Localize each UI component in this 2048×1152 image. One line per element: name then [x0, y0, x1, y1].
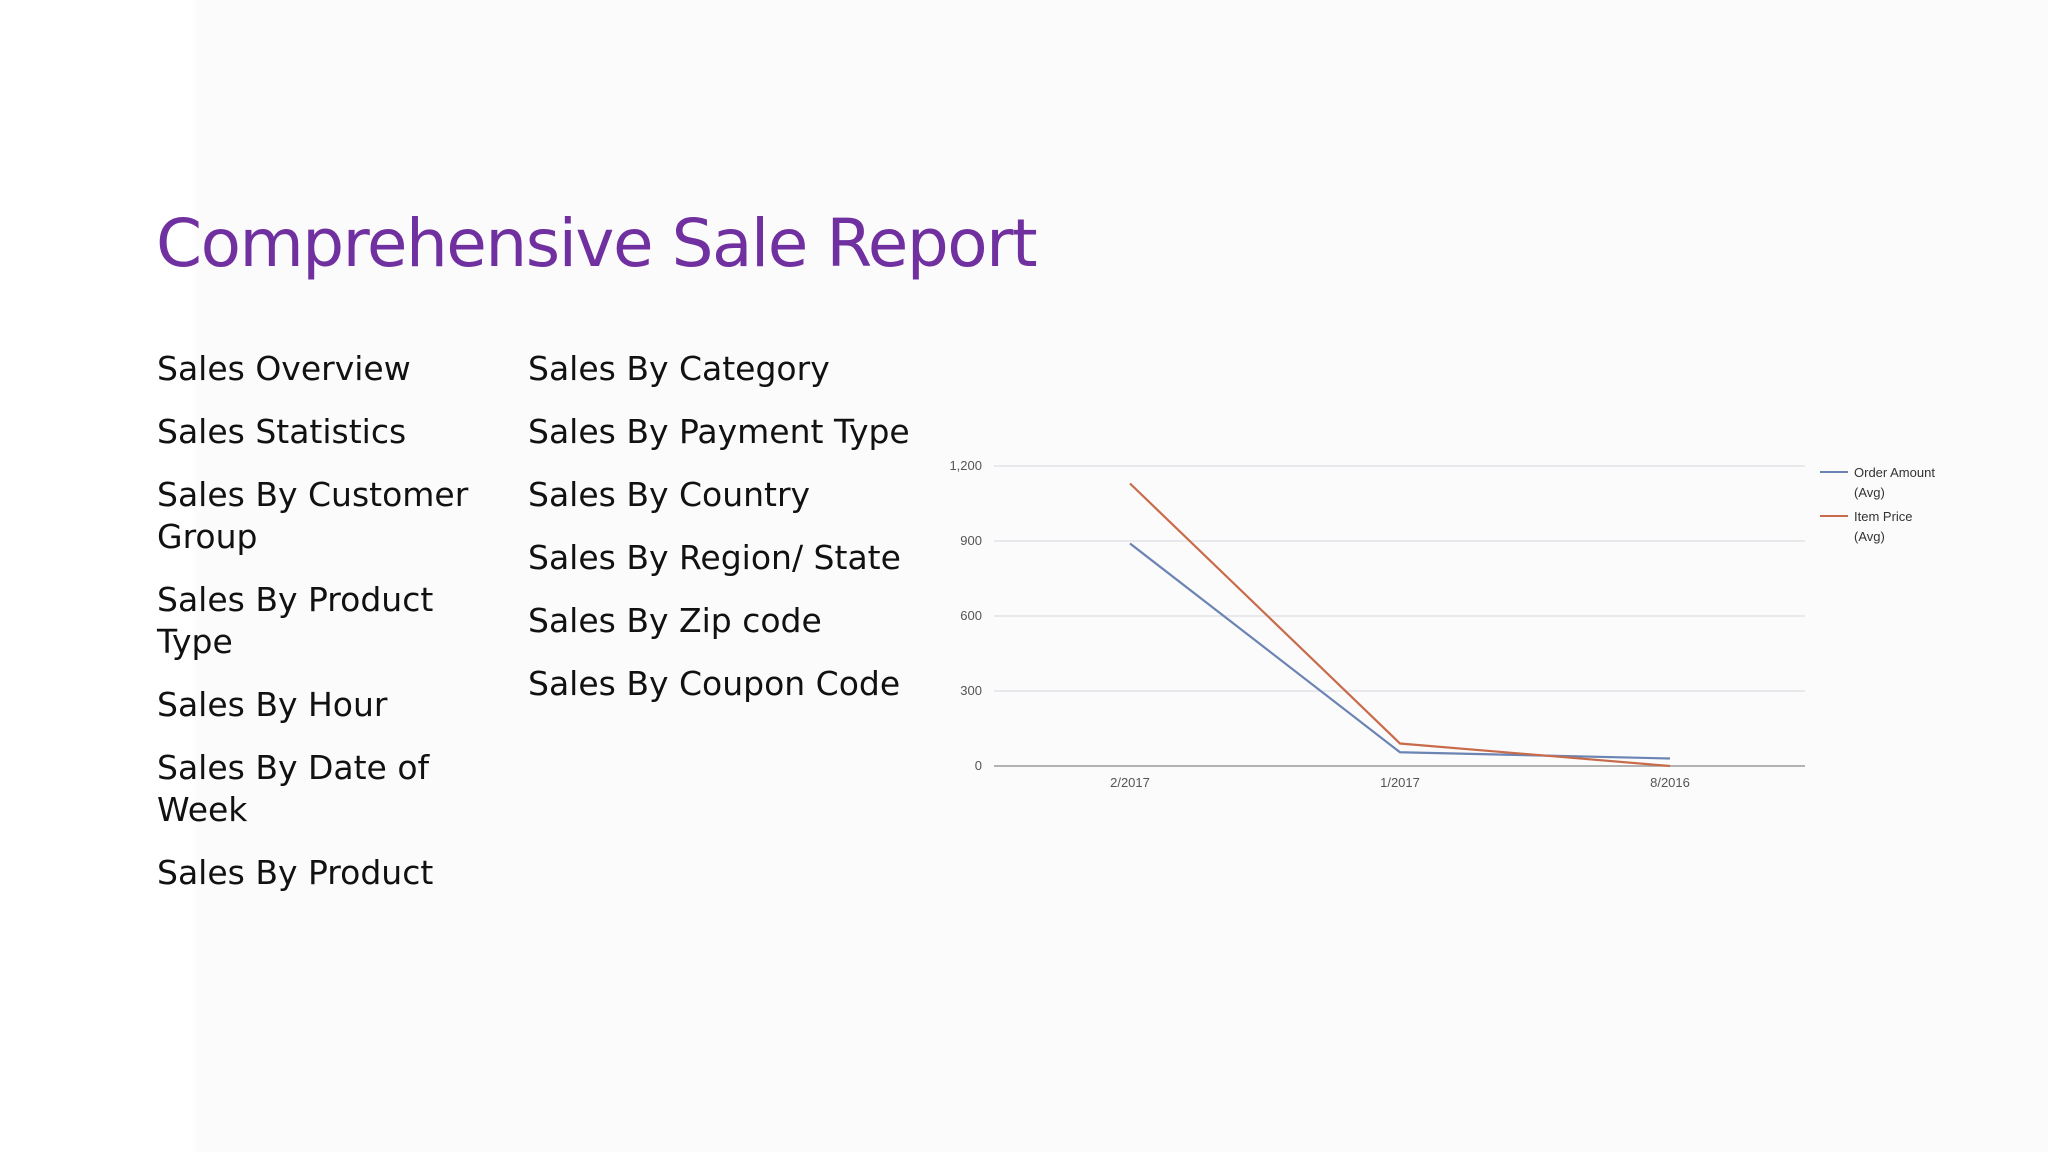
- report-item: Sales By Payment Type: [528, 412, 910, 451]
- report-item: Sales By Date of Week: [157, 748, 430, 829]
- legend-label: (Avg): [1854, 529, 1885, 544]
- report-item: Sales By Hour: [157, 685, 388, 724]
- legend-label: Order Amount: [1854, 465, 1935, 480]
- report-item: Sales By Customer Group: [157, 475, 469, 556]
- report-item: Sales By Product Type: [157, 580, 434, 661]
- report-item: Sales By Category: [528, 349, 830, 388]
- y-tick-label: 900: [960, 533, 982, 548]
- series-line-0: [1129, 542, 1671, 760]
- y-tick-label: 1,200: [949, 458, 982, 473]
- y-tick-label: 0: [975, 758, 982, 773]
- legend-label: (Avg): [1854, 485, 1885, 500]
- report-item: Sales By Zip code: [528, 601, 822, 640]
- report-list-left: Sales Overview Sales Statistics Sales By…: [157, 348, 517, 915]
- report-item: Sales Overview: [157, 349, 411, 388]
- line-chart: 0 300 600 900 1,200 2/2017 1/2017 8/2016 Order A…: [920, 430, 1990, 810]
- x-tick-label: 2/2017: [1110, 775, 1150, 790]
- line-chart-svg: 0 300 600 900 1,200 2/2017 1/2017 8/2016 Order A…: [949, 458, 1935, 790]
- page-title: Comprehensive Sale Report: [156, 205, 1038, 282]
- x-tick-label: 1/2017: [1380, 775, 1420, 790]
- report-item: Sales Statistics: [157, 412, 407, 451]
- report-item: Sales By Coupon Code: [528, 664, 901, 703]
- legend-label: Item Price: [1854, 509, 1913, 524]
- x-tick-label: 8/2016: [1650, 775, 1690, 790]
- report-item: Sales By Product: [157, 853, 434, 892]
- series-line-1: [1129, 482, 1671, 768]
- y-tick-label: 600: [960, 608, 982, 623]
- report-list-right: Sales By Category Sales By Payment Type …: [528, 348, 928, 726]
- report-item: Sales By Country: [528, 475, 811, 514]
- y-tick-label: 300: [960, 683, 982, 698]
- report-item: Sales By Region/ State: [528, 538, 901, 577]
